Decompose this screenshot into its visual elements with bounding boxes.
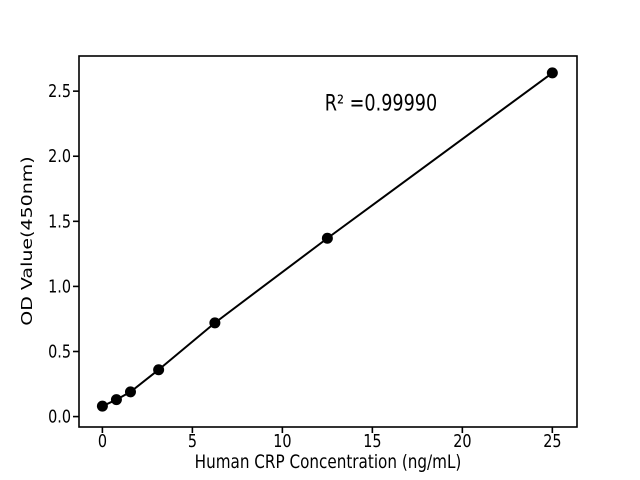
data-point (153, 364, 165, 376)
data-point (124, 386, 136, 398)
x-tick-label: 15 (363, 430, 381, 451)
data-point (209, 317, 221, 329)
data-point (110, 394, 122, 406)
x-tick-label: 20 (453, 430, 471, 451)
x-tick-label: 5 (188, 430, 197, 451)
y-axis-label: OD Value(450nm) (18, 156, 36, 326)
data-point (96, 400, 108, 412)
y-tick-label: 0.5 (48, 341, 71, 362)
data-point (321, 232, 333, 244)
x-axis-label: Human CRP Concentration (ng/mL) (194, 451, 462, 473)
x-tick-label: 0 (98, 430, 107, 451)
data-point (546, 67, 558, 79)
y-tick-label: 1.5 (48, 211, 71, 232)
y-tick-label: 2.5 (48, 81, 71, 102)
y-tick-label: 1.0 (48, 276, 71, 297)
x-tick-label: 10 (273, 430, 291, 451)
y-tick-label: 2.0 (48, 146, 71, 167)
r-squared-annotation: R² =0.99990 (325, 91, 438, 117)
x-tick-label: 25 (543, 430, 561, 451)
y-tick-label: 0.0 (48, 406, 71, 427)
axes-frame (78, 55, 578, 428)
